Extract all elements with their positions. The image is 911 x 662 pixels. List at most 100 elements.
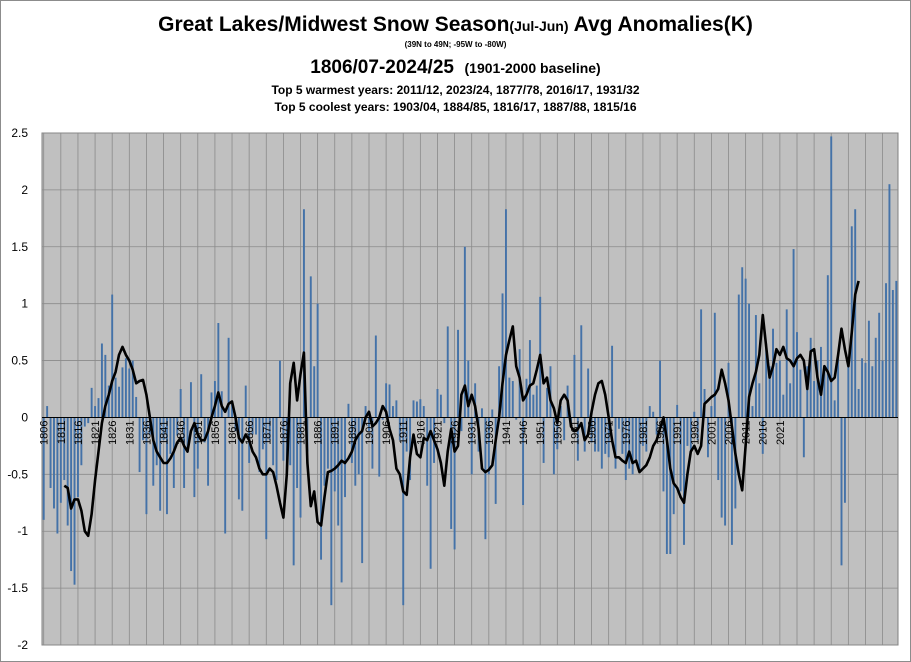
y-tick-label: 2.5 xyxy=(11,126,28,140)
bar xyxy=(672,417,675,515)
bar xyxy=(193,417,196,498)
x-tick-label: 1901 xyxy=(364,420,376,444)
bar xyxy=(710,406,713,418)
bar xyxy=(474,383,477,418)
x-tick-label: 1911 xyxy=(398,420,410,444)
bar xyxy=(107,385,110,418)
bar xyxy=(244,385,247,418)
bar xyxy=(481,408,483,418)
x-tick-label: 1876 xyxy=(278,420,290,444)
bar xyxy=(361,417,364,564)
bar xyxy=(313,366,316,418)
bar xyxy=(80,417,83,466)
bar xyxy=(823,366,826,418)
x-tick-label: 1846 xyxy=(176,420,188,444)
bar xyxy=(118,386,120,418)
bar xyxy=(700,309,703,418)
bar xyxy=(350,417,353,463)
bar xyxy=(792,249,795,418)
bar xyxy=(778,360,781,418)
x-tick-label: 1816 xyxy=(73,420,85,444)
x-tick-label: 1916 xyxy=(415,420,427,444)
x-tick-label: 1936 xyxy=(484,420,496,444)
x-tick-label: 1866 xyxy=(244,420,256,444)
bar xyxy=(665,417,668,554)
bar xyxy=(316,303,319,418)
bar xyxy=(388,384,391,418)
bar xyxy=(628,417,631,469)
chart-title: Great Lakes/Midwest Snow Season(Jul-Jun)… xyxy=(0,13,911,37)
title-season: (Jul-Jun) xyxy=(509,18,569,34)
bar xyxy=(871,366,874,418)
bar xyxy=(207,417,210,486)
bar xyxy=(720,417,723,518)
bar xyxy=(446,326,449,418)
bar xyxy=(121,367,124,418)
bar xyxy=(563,417,566,441)
bar xyxy=(63,417,66,481)
bar xyxy=(457,329,459,418)
bar xyxy=(326,417,329,469)
bar xyxy=(333,417,336,492)
bar xyxy=(142,417,144,441)
bar xyxy=(196,417,199,469)
bar xyxy=(162,417,165,441)
bar xyxy=(453,417,456,550)
bar xyxy=(748,303,751,418)
bar xyxy=(861,358,864,418)
bar xyxy=(484,417,487,540)
y-tick-label: 2 xyxy=(21,183,28,197)
bar xyxy=(268,417,271,441)
bar xyxy=(340,417,343,583)
x-tick-label: 1886 xyxy=(313,420,325,444)
bar xyxy=(854,209,857,418)
bar xyxy=(155,417,158,466)
bar xyxy=(347,403,350,418)
bar xyxy=(422,406,425,418)
bar xyxy=(381,417,384,420)
bar xyxy=(693,411,696,418)
bar xyxy=(261,417,264,450)
bar xyxy=(337,417,340,526)
bar xyxy=(542,417,545,463)
bar xyxy=(552,417,555,475)
bar xyxy=(100,343,103,418)
baseline-text: (1901-2000 baseline) xyxy=(464,60,601,76)
bar xyxy=(189,382,192,418)
bar xyxy=(282,417,285,461)
bar xyxy=(227,337,230,418)
bar xyxy=(573,354,576,418)
bar xyxy=(830,136,833,418)
bar xyxy=(443,417,446,424)
bar xyxy=(501,293,504,418)
bar xyxy=(878,312,881,418)
bar xyxy=(231,403,233,418)
title-main: Great Lakes/Midwest Snow Season xyxy=(158,13,510,36)
bar xyxy=(176,417,179,436)
bar xyxy=(751,406,754,418)
bar xyxy=(641,417,644,446)
bar xyxy=(652,411,655,418)
bar xyxy=(374,335,377,418)
y-tick-label: 0.5 xyxy=(11,354,28,368)
x-tick-label: 2021 xyxy=(775,420,787,444)
smoothed-line xyxy=(63,280,860,538)
bar xyxy=(669,417,672,554)
bar xyxy=(611,345,614,418)
bar xyxy=(535,385,538,418)
bar xyxy=(532,394,535,418)
bar xyxy=(686,417,689,446)
bar xyxy=(224,417,227,534)
bar xyxy=(806,366,809,418)
bar xyxy=(148,417,151,435)
bar xyxy=(676,404,679,418)
bar xyxy=(525,378,528,418)
bar xyxy=(881,360,884,418)
bar xyxy=(857,389,860,418)
bar xyxy=(820,346,822,418)
bar xyxy=(587,368,590,418)
bar xyxy=(378,417,381,477)
bar xyxy=(275,417,278,481)
bar xyxy=(730,417,733,545)
bar xyxy=(97,398,100,418)
